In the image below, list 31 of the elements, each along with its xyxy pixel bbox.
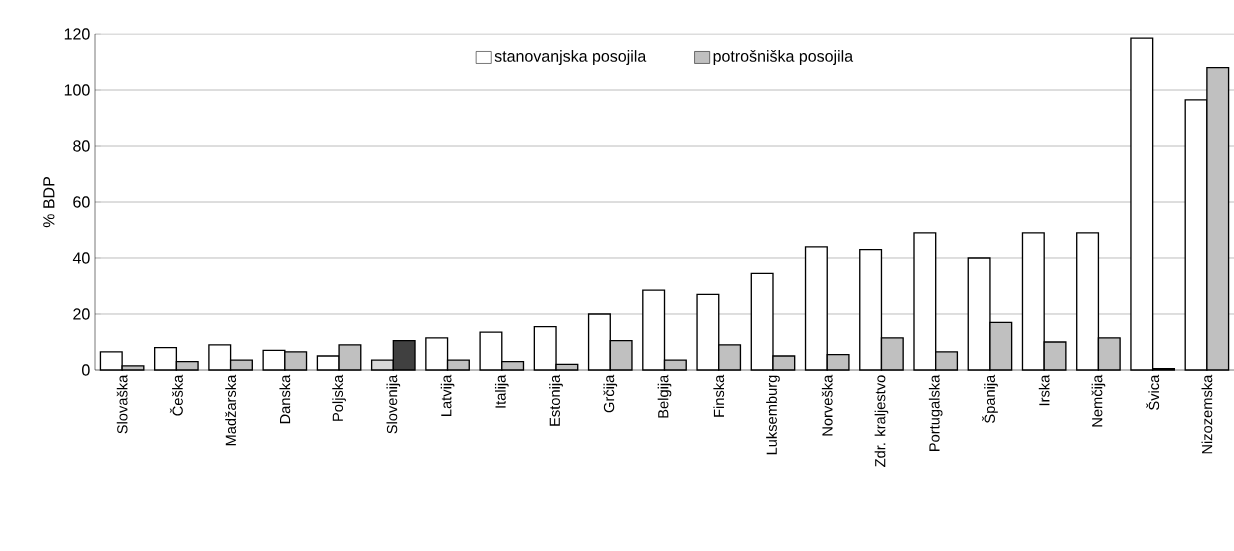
y-tick-label: 100 [64,84,90,96]
y-tick-label: 120 [64,28,90,40]
x-tick-label: Zdr. kraljestvo [874,375,889,467]
legend-label: stanovanjska posojila [494,50,647,66]
x-tick-label: Latvija [440,374,455,416]
x-tick-label: Švica [1146,374,1160,410]
x-tick-label: Norveška [821,374,833,436]
x-tick-label: Belgija [657,374,672,418]
x-tick-label: Češka [169,374,183,416]
x-tick-label: Italija [494,374,509,408]
legend-label: potrošniška posojila [713,50,854,66]
x-tick-label: Nizozemska [1201,374,1213,454]
y-tick-label: 20 [73,308,90,320]
y-tick-label: 0 [82,364,90,376]
x-tick-label: Luksemburg [766,375,780,455]
x-tick-label: Poljska [332,374,346,421]
x-tick-label: Slovenija [386,374,401,434]
y-tick-label: 80 [73,140,90,152]
y-tick-label: 40 [72,252,90,264]
x-tick-label: Portugalska [928,374,943,451]
x-tick-label: Španija [982,374,998,423]
x-tick-label: Madžarska [225,374,237,446]
x-tick-label: Irska [1038,374,1050,406]
x-tick-label: Slovaška [116,374,128,434]
x-tick-label: Estonija [549,374,563,426]
y-tick-label: 60 [73,196,90,208]
x-tick-label: Finska [713,374,725,417]
x-tick-label: Grčija [603,374,618,413]
x-tick-label: Nemčija [1091,374,1106,427]
y-axis-title: % BDP [43,177,55,228]
x-tick-label: Danska [279,374,291,424]
